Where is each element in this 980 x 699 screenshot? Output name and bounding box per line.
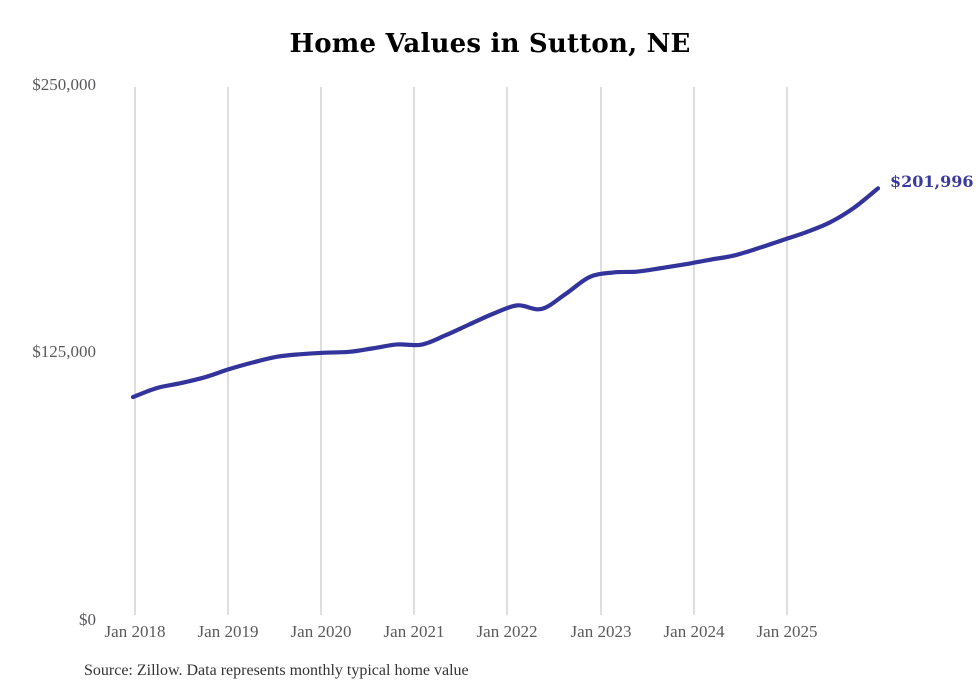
x-axis-tick-jan-2022: Jan 2022: [476, 622, 538, 641]
x-axis-tick-jan-2025: Jan 2025: [756, 622, 818, 641]
x-axis-tick-jan-2021: Jan 2021: [383, 622, 445, 641]
y-axis-tick-250000: $250,000: [32, 75, 96, 94]
x-axis-tick-jan-2018: Jan 2018: [104, 622, 166, 641]
x-axis-tick-jan-2020: Jan 2020: [290, 622, 352, 641]
vertical-gridlines: [134, 87, 788, 615]
x-axis-tick-jan-2019: Jan 2019: [197, 622, 259, 641]
y-axis-tick-0: $0: [79, 610, 96, 629]
page-title: Home Values in Sutton, NE: [289, 29, 691, 59]
source-note: Source: Zillow. Data represents monthly …: [84, 662, 469, 679]
end-value-annotation: $201,996: [890, 172, 974, 192]
y-axis-tick-125000: $125,000: [32, 342, 96, 361]
x-axis-tick-jan-2023: Jan 2023: [570, 622, 632, 641]
x-axis-tick-jan-2024: Jan 2024: [663, 622, 725, 641]
data-series-line: [130, 186, 881, 400]
